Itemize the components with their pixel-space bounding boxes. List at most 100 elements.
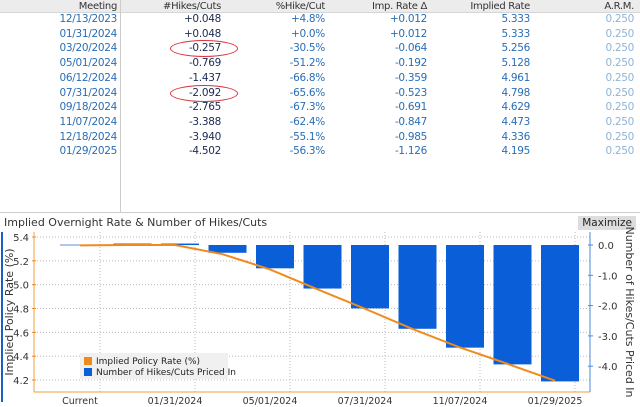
legend-box — [80, 353, 228, 379]
table-header — [0, 0, 640, 13]
bar — [113, 243, 152, 246]
highlight-ellipse — [170, 40, 238, 58]
cell-hikes-cuts: +0.048 — [183, 27, 221, 40]
cell-implied-rate: 5.333 — [501, 27, 530, 40]
header-pct-hike-cut[interactable]: %Hike/Cut — [275, 1, 326, 12]
cell-hikes-cuts: +0.048 — [183, 13, 221, 25]
x-tick-label: 05/01/2024 — [243, 396, 298, 407]
cell-hikes-cuts: -1.437 — [188, 71, 221, 84]
legend-swatch — [84, 368, 92, 376]
cell-meeting[interactable]: 12/18/2024 — [59, 130, 117, 143]
cell-implied-rate: 4.961 — [501, 71, 530, 84]
cell-arm: 0.250 — [605, 130, 634, 143]
cell-implied-rate: 4.798 — [501, 86, 530, 99]
bar — [351, 245, 389, 309]
cell-pct-hike-cut: -65.6% — [289, 86, 326, 99]
cell-implied-rate: 4.473 — [501, 115, 530, 128]
legend-swatch — [84, 357, 92, 365]
cell-pct-hike-cut: -56.3% — [289, 145, 326, 158]
y-tick-label: 5.2 — [13, 257, 29, 268]
cell-arm: 0.250 — [605, 101, 634, 114]
cell-meeting[interactable]: 01/31/2024 — [59, 27, 117, 40]
cell-meeting[interactable]: 12/13/2023 — [59, 13, 117, 25]
cell-pct-hike-cut: -51.2% — [289, 57, 326, 70]
cell-hikes-cuts: -3.940 — [188, 130, 221, 143]
header-meeting[interactable]: Meeting — [78, 1, 118, 12]
maximize-button[interactable]: Maximize — [578, 216, 636, 230]
highlight-ellipse — [170, 84, 238, 102]
y-tick-label: 4.8 — [13, 305, 29, 316]
header-imp-rate-delta[interactable]: Imp. Rate Δ — [371, 1, 427, 12]
cell-meeting[interactable]: 05/01/2024 — [59, 57, 117, 70]
cell-meeting[interactable]: 11/07/2024 — [59, 115, 117, 128]
cell-implied-rate: 4.336 — [501, 130, 530, 143]
cell-arm: 0.250 — [605, 57, 634, 70]
y-tick-label: 4.6 — [13, 328, 29, 339]
y-axis-label: Implied Policy Rate (%) — [3, 248, 16, 375]
header-hikes-cuts[interactable]: #Hikes/Cuts — [163, 1, 221, 12]
cell-imp-rate-delta: -0.064 — [394, 42, 427, 55]
cell-arm: 0.250 — [605, 145, 634, 158]
cell-pct-hike-cut: -67.3% — [289, 101, 326, 114]
y2-tick-label: -3.0 — [598, 332, 618, 343]
cell-implied-rate: 5.128 — [501, 57, 530, 70]
cell-arm: 0.250 — [605, 13, 634, 25]
cell-imp-rate-delta: -0.847 — [394, 115, 427, 128]
cell-imp-rate-delta: -0.985 — [394, 130, 427, 143]
cell-pct-hike-cut: +4.8% — [291, 13, 325, 25]
cell-pct-hike-cut: -30.5% — [289, 42, 326, 55]
x-tick-label: 01/29/2025 — [528, 396, 583, 407]
y2-tick-label: -1.0 — [598, 271, 618, 282]
y-tick-label: 4.4 — [13, 352, 29, 363]
cell-arm: 0.250 — [605, 42, 634, 55]
x-tick-label: 07/31/2024 — [338, 396, 393, 407]
cell-imp-rate-delta: -0.691 — [394, 101, 427, 114]
cell-imp-rate-delta: -1.126 — [394, 145, 427, 158]
legend-label: Number of Hikes/Cuts Priced In — [96, 368, 236, 378]
y-tick-label: 5.0 — [13, 281, 29, 292]
legend-label: Implied Policy Rate (%) — [96, 357, 200, 367]
cell-meeting[interactable]: 09/18/2024 — [59, 101, 117, 114]
cell-pct-hike-cut: -66.8% — [289, 71, 326, 84]
cell-pct-hike-cut: +0.0% — [291, 27, 325, 40]
cell-pct-hike-cut: -62.4% — [289, 115, 326, 128]
bar — [256, 245, 294, 269]
cell-implied-rate: 5.256 — [501, 42, 530, 55]
column-divider — [120, 0, 121, 213]
header-implied-rate[interactable]: Implied Rate — [470, 1, 530, 12]
cell-implied-rate: 5.333 — [501, 13, 530, 25]
cell-hikes-cuts: -2.765 — [188, 101, 221, 114]
cell-meeting[interactable]: 01/29/2025 — [59, 145, 117, 158]
y-tick-label: 5.4 — [13, 233, 29, 244]
cell-implied-rate: 4.629 — [501, 101, 530, 114]
x-tick-label: Current — [62, 396, 98, 407]
y2-tick-label: -4.0 — [598, 362, 618, 373]
bar — [208, 245, 247, 253]
cell-imp-rate-delta: -0.359 — [394, 71, 427, 84]
cell-implied-rate: 4.195 — [501, 145, 530, 158]
cell-meeting[interactable]: 07/31/2024 — [59, 86, 117, 99]
header-arm[interactable]: A.R.M. — [604, 1, 634, 12]
bar — [161, 243, 199, 246]
cell-meeting[interactable]: 03/20/2024 — [59, 42, 117, 55]
cell-meeting[interactable]: 06/12/2024 — [59, 71, 117, 84]
cell-hikes-cuts: -4.502 — [188, 145, 221, 158]
y-tick-label: 4.2 — [13, 376, 29, 387]
bar — [541, 245, 579, 382]
cell-arm: 0.250 — [605, 71, 634, 84]
chart-title: Implied Overnight Rate & Number of Hikes… — [4, 216, 268, 229]
x-tick-label: 01/31/2024 — [148, 396, 203, 407]
rate-line — [79, 243, 556, 382]
cell-hikes-cuts: -0.769 — [188, 57, 221, 70]
cell-imp-rate-delta: -0.192 — [394, 57, 427, 70]
bar — [446, 245, 484, 348]
meetings-table: Meeting #Hikes/Cuts %Hike/Cut Imp. Rate Δ Im… — [0, 0, 640, 213]
x-tick-label: 11/07/2024 — [433, 396, 488, 407]
cell-imp-rate-delta: +0.012 — [389, 13, 427, 25]
bar — [493, 245, 532, 365]
cell-arm: 0.250 — [605, 86, 634, 99]
cell-arm: 0.250 — [605, 115, 634, 128]
y2-tick-label: 0.0 — [598, 241, 614, 252]
cell-imp-rate-delta: +0.012 — [389, 27, 427, 40]
y2-tick-label: -2.0 — [598, 302, 618, 313]
